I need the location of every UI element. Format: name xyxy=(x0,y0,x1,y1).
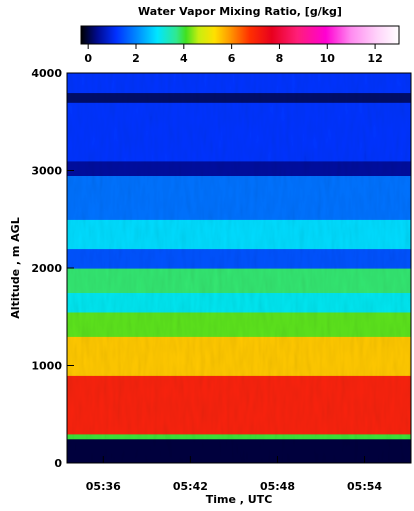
plot-area xyxy=(67,73,411,463)
heatmap-layer-2 xyxy=(67,375,411,435)
x-tick-label: 05:54 xyxy=(347,480,382,493)
heatmap-layer-0 xyxy=(67,438,411,463)
heatmap-layer-11 xyxy=(67,102,411,162)
heatmap-layer-13 xyxy=(67,73,411,94)
heatmap-layer-8 xyxy=(67,219,411,250)
colorbar-tick-label: 10 xyxy=(320,52,336,65)
y-tick-label: 4000 xyxy=(31,67,62,80)
y-axis: 0 1000 2000 3000 4000 xyxy=(31,67,74,470)
colorbar xyxy=(80,25,400,45)
x-axis-label: Time , UTC xyxy=(206,493,273,506)
heatmap-layer-6 xyxy=(67,268,411,293)
x-axis: 05:36 05:42 05:48 05:54 xyxy=(86,456,382,493)
y-tick-label: 2000 xyxy=(31,262,62,275)
heatmap-layer-9 xyxy=(67,175,411,220)
colorbar-title: Water Vapor Mixing Ratio, [g/kg] xyxy=(138,5,342,18)
heatmap-layer-3 xyxy=(67,336,411,376)
heatmap-layer-5 xyxy=(67,292,411,313)
y-axis-label: Altitude , m AGL xyxy=(9,217,22,318)
y-tick-label: 3000 xyxy=(31,165,62,178)
x-tick-label: 05:48 xyxy=(260,480,295,493)
y-tick-label: 1000 xyxy=(31,360,62,373)
colorbar-tick-label: 6 xyxy=(228,52,236,65)
heatmap-layers xyxy=(67,73,411,463)
y-tick-label: 0 xyxy=(54,457,62,470)
heatmap-layer-12 xyxy=(67,92,411,103)
x-tick-label: 05:36 xyxy=(86,480,121,493)
colorbar-tick-label: 0 xyxy=(84,52,92,65)
heatmap-layer-7 xyxy=(67,248,411,269)
colorbar-tick-label: 4 xyxy=(180,52,188,65)
heatmap-layer-10 xyxy=(67,160,411,176)
x-tick-label: 05:42 xyxy=(173,480,208,493)
heatmap-layer-4 xyxy=(67,311,411,337)
colorbar-tick-label: 2 xyxy=(132,52,140,65)
colorbar-tick-label: 8 xyxy=(276,52,284,65)
colorbar-tick-label: 12 xyxy=(367,52,382,65)
heatmap-layer-1 xyxy=(67,433,411,440)
colorbar-ticks: 0 2 4 6 8 10 12 xyxy=(84,44,383,65)
